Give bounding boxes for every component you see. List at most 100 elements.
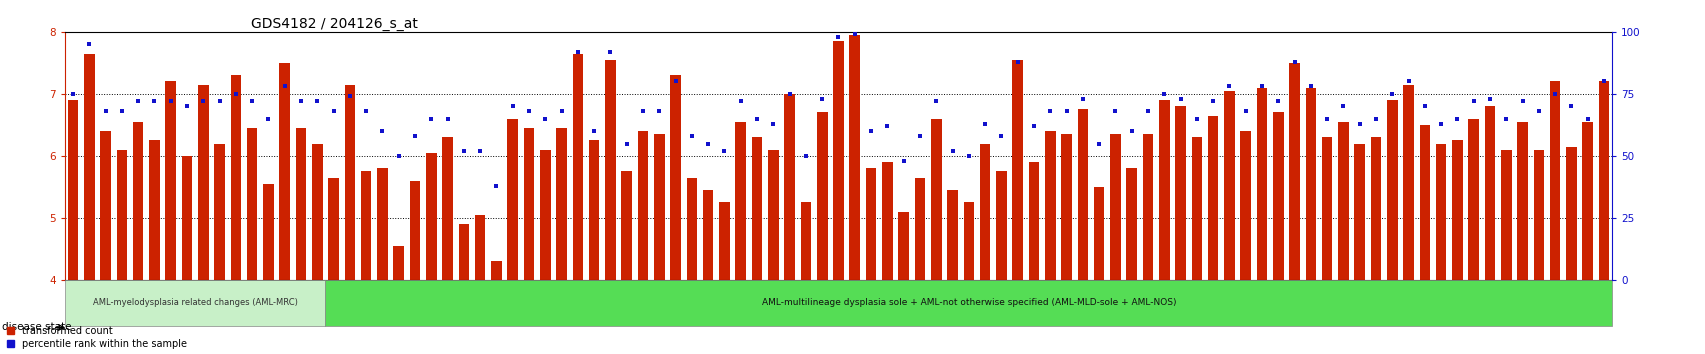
- Bar: [148, 141, 160, 354]
- Point: [743, 116, 771, 121]
- Bar: [409, 181, 419, 354]
- Point: [1216, 84, 1243, 89]
- Bar: [1175, 106, 1185, 354]
- Point: [515, 108, 542, 114]
- Bar: [68, 100, 78, 354]
- Point: [1313, 116, 1340, 121]
- Point: [92, 108, 119, 114]
- Point: [1475, 96, 1502, 102]
- Bar: [84, 53, 94, 354]
- Point: [465, 148, 493, 154]
- Point: [1280, 59, 1308, 64]
- Point: [1589, 79, 1616, 84]
- Bar: [1533, 150, 1543, 354]
- Point: [500, 103, 527, 109]
- Point: [1507, 98, 1534, 104]
- Point: [1166, 96, 1193, 102]
- Point: [824, 34, 851, 40]
- Bar: [735, 122, 745, 354]
- Point: [1117, 128, 1144, 134]
- Bar: [784, 94, 795, 354]
- Bar: [1369, 137, 1381, 354]
- Point: [890, 158, 917, 164]
- Bar: [1240, 131, 1250, 354]
- Bar: [1045, 131, 1055, 354]
- Point: [222, 91, 249, 97]
- Point: [679, 133, 706, 139]
- Point: [353, 108, 380, 114]
- Bar: [800, 202, 812, 354]
- Point: [1541, 91, 1569, 97]
- Point: [644, 108, 672, 114]
- Point: [1362, 116, 1390, 121]
- Point: [922, 98, 950, 104]
- Point: [75, 41, 102, 47]
- Bar: [1224, 91, 1234, 354]
- Bar: [165, 81, 176, 354]
- Point: [1345, 121, 1373, 126]
- Bar: [556, 128, 566, 354]
- Point: [547, 108, 575, 114]
- Point: [189, 98, 217, 104]
- Point: [1524, 108, 1552, 114]
- Bar: [1337, 122, 1349, 354]
- Bar: [832, 41, 844, 354]
- Bar: [101, 131, 111, 354]
- Point: [1149, 91, 1176, 97]
- Bar: [1011, 60, 1023, 354]
- Bar: [1078, 109, 1088, 354]
- Point: [759, 121, 786, 126]
- Text: AML-multilineage dysplasia sole + AML-not otherwise specified (AML-MLD-sole + AM: AML-multilineage dysplasia sole + AML-no…: [760, 298, 1175, 307]
- Bar: [914, 178, 924, 354]
- Point: [1052, 108, 1079, 114]
- Bar: [1403, 85, 1413, 354]
- Point: [1248, 84, 1275, 89]
- Point: [239, 98, 266, 104]
- Point: [1263, 98, 1291, 104]
- Point: [1084, 141, 1112, 146]
- Point: [873, 123, 900, 129]
- Bar: [1582, 122, 1592, 354]
- Point: [1134, 108, 1161, 114]
- Text: AML-myelodysplasia related changes (AML-MRC): AML-myelodysplasia related changes (AML-…: [92, 298, 297, 307]
- Point: [858, 128, 885, 134]
- Legend: transformed count, percentile rank within the sample: transformed count, percentile rank withi…: [7, 326, 188, 349]
- Point: [433, 116, 460, 121]
- Bar: [1142, 134, 1153, 354]
- Bar: [295, 128, 307, 354]
- Text: disease state: disease state: [2, 322, 72, 332]
- Point: [60, 91, 87, 97]
- Point: [303, 98, 331, 104]
- Point: [368, 128, 396, 134]
- Point: [564, 49, 592, 55]
- Bar: [230, 75, 240, 354]
- Point: [580, 128, 607, 134]
- Bar: [1304, 88, 1315, 354]
- Point: [107, 108, 135, 114]
- Point: [1557, 103, 1584, 109]
- Bar: [442, 137, 452, 354]
- Text: GDS4182 / 204126_s_at: GDS4182 / 204126_s_at: [251, 17, 418, 31]
- Bar: [996, 171, 1006, 354]
- FancyBboxPatch shape: [326, 280, 1611, 326]
- Bar: [1110, 134, 1120, 354]
- Point: [450, 148, 477, 154]
- Point: [726, 98, 754, 104]
- Point: [597, 49, 624, 55]
- Bar: [963, 202, 974, 354]
- Bar: [215, 143, 225, 354]
- Bar: [394, 246, 404, 354]
- Bar: [182, 156, 193, 354]
- Bar: [621, 171, 631, 354]
- Bar: [327, 178, 339, 354]
- Bar: [280, 63, 290, 354]
- Point: [1069, 96, 1096, 102]
- Point: [1442, 116, 1470, 121]
- Bar: [588, 141, 598, 354]
- Bar: [361, 171, 372, 354]
- Bar: [426, 153, 436, 354]
- Bar: [491, 261, 501, 354]
- Bar: [1093, 187, 1103, 354]
- Point: [1020, 123, 1047, 129]
- Point: [336, 93, 363, 99]
